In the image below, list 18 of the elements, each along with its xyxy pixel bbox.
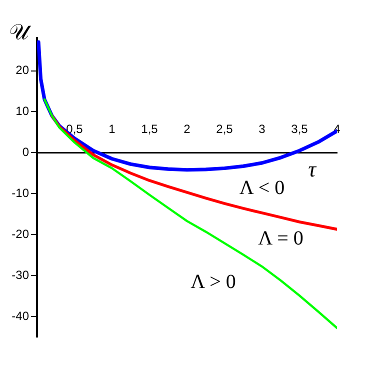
- y-tick-label: 0: [22, 144, 30, 159]
- x-tick-label: 3,5: [291, 122, 308, 136]
- x-tick-label: 1,5: [141, 122, 158, 136]
- x-tick-label: 2: [184, 122, 191, 136]
- y-tick-label: -20: [12, 226, 30, 241]
- y-tick-label: -30: [12, 268, 30, 282]
- x-axis-title: τ: [308, 156, 318, 182]
- y-tick-label: 10: [16, 104, 30, 118]
- y-tick-label: 20: [16, 63, 30, 78]
- y-tick-label: -10: [12, 186, 30, 200]
- series-label: Λ = 0: [258, 228, 304, 250]
- x-tick-label: 2,5: [216, 122, 234, 136]
- y-tick-label: -40: [12, 308, 30, 323]
- y-axis-title: 𝒰: [9, 20, 32, 46]
- x-tick-label: 3: [258, 122, 266, 136]
- series-label: Λ < 0: [239, 177, 285, 200]
- series-label: Λ > 0: [190, 270, 236, 293]
- x-tick-label: 1: [108, 122, 116, 136]
